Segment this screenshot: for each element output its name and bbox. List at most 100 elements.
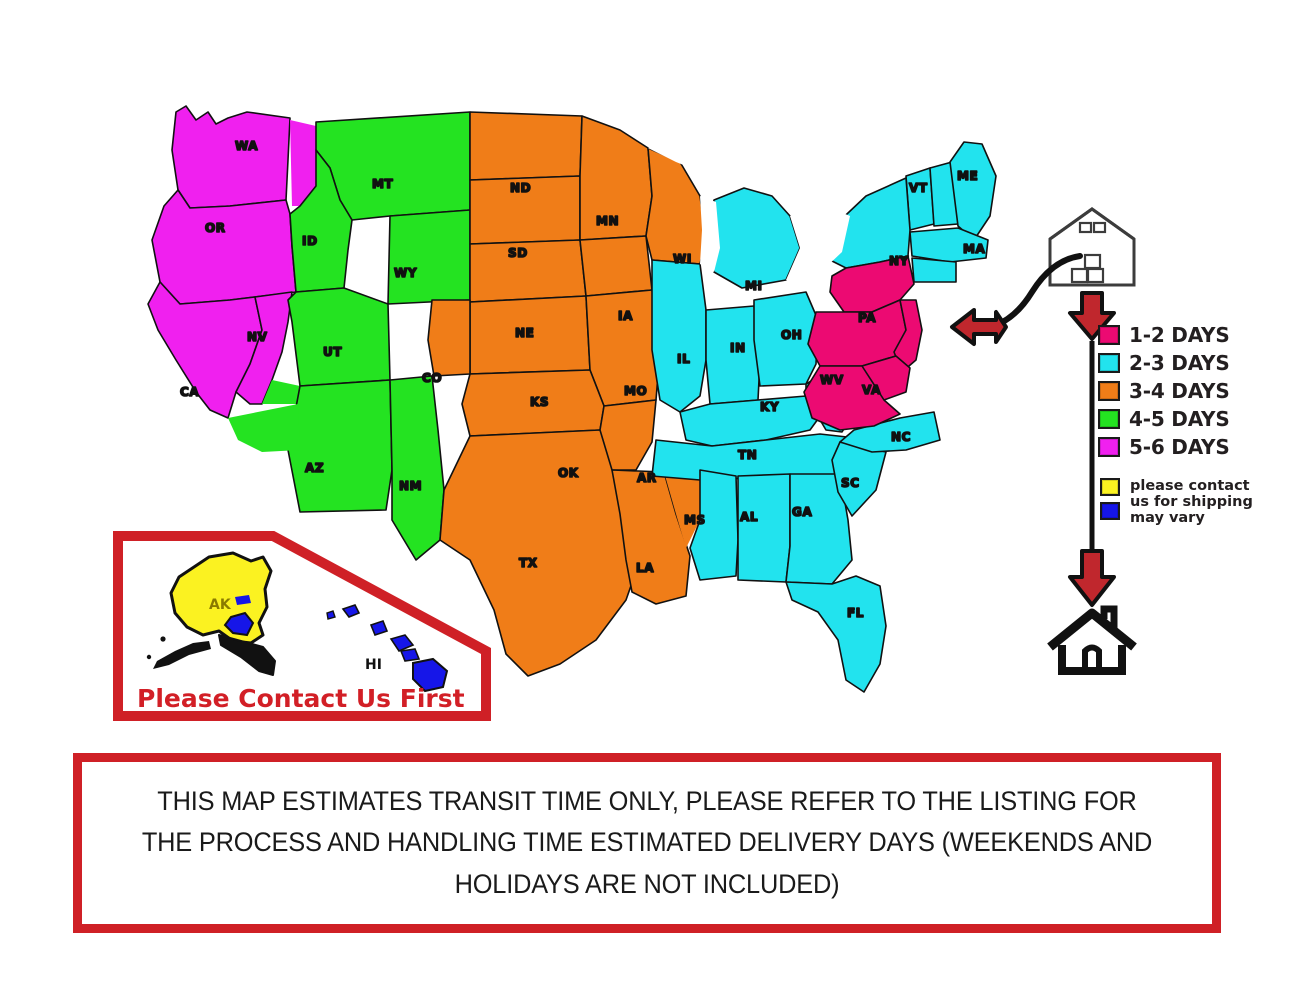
- legend-note-swatches: [1100, 478, 1120, 526]
- lake-huron-erie: [786, 206, 850, 286]
- label-NC: NC: [891, 430, 911, 444]
- state-NV-green-east: [262, 380, 300, 404]
- legend-label-2-3-days: 2-3 DAYS: [1129, 351, 1230, 375]
- legend-label-3-4-days: 3-4 DAYS: [1129, 379, 1230, 403]
- label-TN: TN: [738, 448, 757, 462]
- label-ME: ME: [957, 169, 978, 183]
- label-KS: KS: [530, 395, 549, 409]
- state-MS-west-orange: [664, 470, 700, 548]
- state-ID-west-magenta: [290, 120, 316, 206]
- label-MO: MO: [624, 384, 647, 398]
- label-WY: WY: [394, 266, 417, 280]
- state-IN: [705, 305, 761, 405]
- state-OH: [753, 291, 819, 387]
- label-VA: VA: [862, 383, 881, 397]
- state-NJ: [893, 299, 923, 373]
- label-MT: MT: [372, 177, 394, 191]
- legend-item-1: 1-2 DAYS: [1098, 325, 1283, 345]
- state-VT: [905, 167, 935, 231]
- state-SC: [831, 441, 887, 517]
- inset-caption: Please Contact Us First: [137, 684, 465, 713]
- label-SD: SD: [508, 246, 528, 260]
- state-MS: [689, 469, 739, 581]
- house-icon: [1047, 605, 1137, 675]
- label-CA: CA: [180, 385, 199, 399]
- state-WA: [171, 105, 291, 209]
- label-OR: OR: [205, 221, 226, 235]
- label-IA: IA: [618, 309, 633, 323]
- label-FL: FL: [847, 606, 864, 620]
- label-OH: OH: [781, 328, 802, 342]
- legend-swatch-4-5-days: [1098, 409, 1120, 429]
- label-TX: TX: [519, 556, 538, 570]
- state-MI: [707, 187, 801, 289]
- hawaii-shape: HI: [326, 604, 449, 693]
- state-CT-RI: [911, 257, 957, 283]
- state-ID: [289, 149, 353, 293]
- state-AL: [737, 473, 791, 583]
- legend-label-1-2-days: 1-2 DAYS: [1129, 323, 1230, 347]
- label-CO: CO: [422, 371, 442, 385]
- label-WA: WA: [235, 139, 258, 153]
- legend-note-line-3: may vary: [1130, 510, 1205, 527]
- label-WV: WV: [820, 373, 844, 387]
- legend-label-4-5-days: 4-5 DAYS: [1129, 407, 1230, 431]
- label-UT: UT: [323, 345, 342, 359]
- legend-label-5-6-days: 5-6 DAYS: [1129, 435, 1230, 459]
- label-MN: MN: [596, 214, 619, 228]
- alaska-hawaii-inset: AK HI Please Contact Us First: [113, 531, 491, 721]
- state-IL: [651, 259, 707, 413]
- inset-label-HI: HI: [365, 657, 382, 673]
- warehouse-icon: [1048, 207, 1136, 287]
- label-AR: AR: [637, 471, 657, 485]
- state-OR: [151, 189, 297, 305]
- state-NE: [469, 239, 587, 303]
- legend-item-5: 5-6 DAYS: [1098, 437, 1283, 457]
- state-AZ: [287, 379, 393, 513]
- state-AR-west-orange: [599, 399, 657, 471]
- label-NE: NE: [515, 326, 534, 340]
- label-KY: KY: [760, 400, 779, 414]
- state-UT: [287, 287, 391, 387]
- state-WY: [387, 209, 471, 305]
- down-arrow-icon-bottom: [1068, 549, 1116, 607]
- legend-note-line-1: please contact: [1130, 478, 1250, 494]
- legend-note: please contact us for shipping may vary: [1130, 478, 1280, 527]
- label-AL: AL: [740, 510, 758, 524]
- label-IN: IN: [730, 341, 746, 355]
- legend-swatch-contact-us: [1100, 478, 1120, 496]
- legend-swatch-5-6-days: [1098, 437, 1120, 457]
- state-FL: [785, 575, 887, 693]
- label-NV: NV: [247, 330, 268, 344]
- legend: 1-2 DAYS 2-3 DAYS 3-4 DAYS 4-5 DAYS 5-6 …: [1098, 325, 1283, 465]
- legend-note-line-2: us for shipping: [1130, 494, 1253, 511]
- state-label-group: WA OR CA NV ID MT WY UT AZ NM CO ND SD N…: [179, 138, 986, 621]
- label-WI: WI: [673, 252, 692, 266]
- usa-map-svg: WA OR CA NV ID MT WY UT AZ NM CO ND SD N…: [147, 105, 997, 693]
- label-SC: SC: [841, 476, 860, 490]
- origin-pointer-arrow: [950, 253, 1083, 346]
- label-MI: MI: [745, 279, 763, 293]
- label-ND: ND: [510, 181, 531, 195]
- us-transit-map: WA OR CA NV ID MT WY UT AZ NM CO ND SD N…: [147, 105, 997, 693]
- state-CA-green-south: [228, 404, 300, 452]
- state-ND: [469, 111, 583, 181]
- lake-michigan: [700, 196, 720, 272]
- label-IL: IL: [677, 352, 690, 366]
- state-CO: [427, 299, 471, 377]
- state-MA: [909, 227, 989, 263]
- legend-item-2: 2-3 DAYS: [1098, 353, 1283, 373]
- label-ID: ID: [302, 234, 318, 248]
- legend-item-4: 4-5 DAYS: [1098, 409, 1283, 429]
- label-GA: GA: [792, 505, 812, 519]
- shipping-flow-diagram: [1047, 207, 1137, 675]
- state-VA: [803, 365, 901, 431]
- lake-superior: [648, 128, 772, 178]
- disclaimer-text: THIS MAP ESTIMATES TRANSIT TIME ONLY, PL…: [141, 786, 1153, 899]
- state-CA: [147, 281, 263, 419]
- legend-swatch-3-4-days: [1098, 381, 1120, 401]
- state-IA: [579, 235, 653, 297]
- label-MA: MA: [963, 242, 986, 256]
- legend-item-3: 3-4 DAYS: [1098, 381, 1283, 401]
- legend-swatch-may-vary: [1100, 502, 1120, 520]
